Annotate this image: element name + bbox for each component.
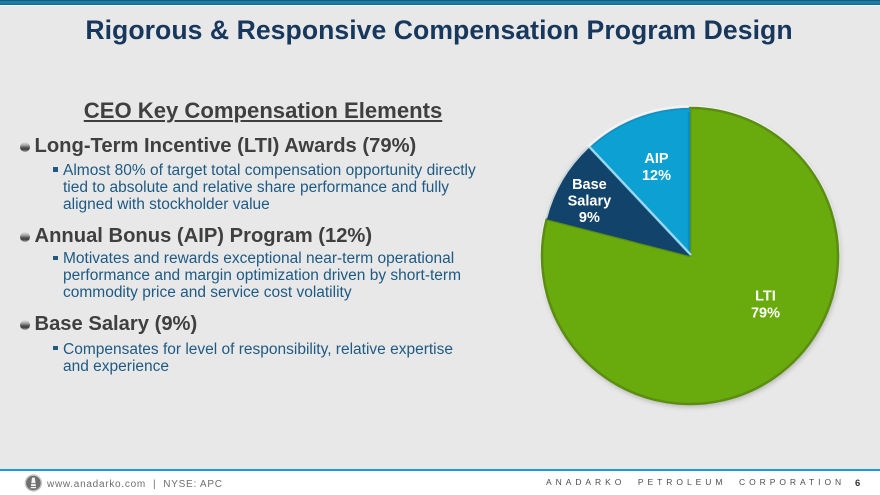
- svg-text:79%: 79%: [751, 305, 780, 321]
- svg-text:Base: Base: [572, 177, 607, 193]
- svg-text:LTI: LTI: [755, 288, 776, 304]
- svg-text:AIP: AIP: [644, 151, 669, 167]
- svg-text:9%: 9%: [579, 210, 600, 226]
- svg-text:12%: 12%: [642, 168, 671, 184]
- svg-text:Salary: Salary: [568, 194, 612, 210]
